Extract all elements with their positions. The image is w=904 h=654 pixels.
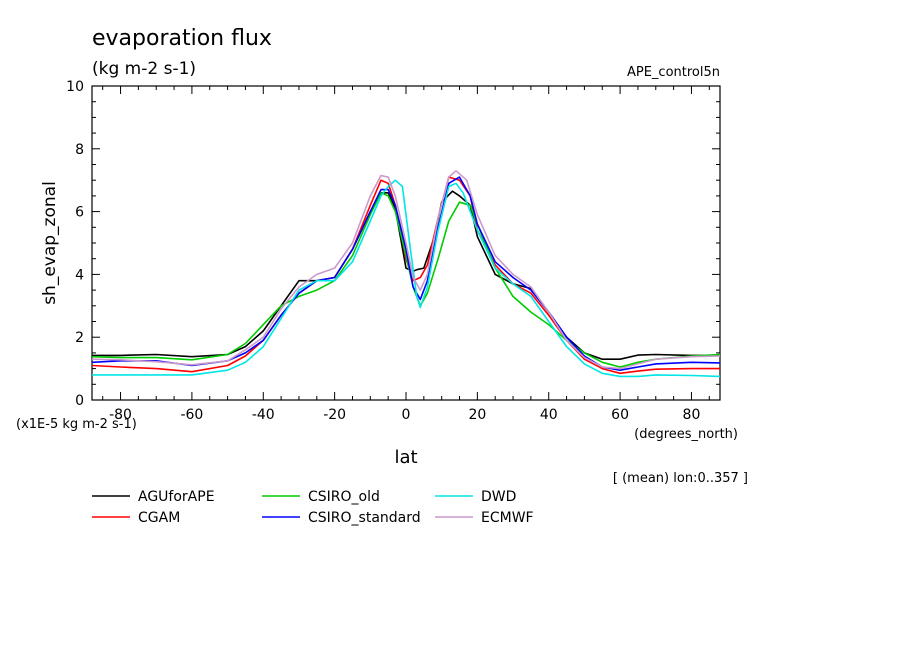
x-axis-label: lat: [394, 447, 417, 468]
series-line-ecmwf: [91, 170, 721, 370]
legend-label: ECMWF: [481, 510, 534, 526]
x-tick-label: 60: [611, 407, 629, 423]
chart-title: evaporation flux: [92, 26, 272, 51]
legend-label: CGAM: [138, 510, 180, 526]
legend-entry-csiro-standard: CSIRO_standard: [262, 510, 421, 526]
y-tick-label: 10: [66, 79, 84, 95]
y-tick-label: 6: [75, 205, 84, 221]
y-tick-label: 0: [75, 393, 84, 409]
y-tick-label: 2: [75, 330, 84, 346]
legend-entry-csiro-old: CSIRO_old: [262, 489, 380, 505]
mean-note: [ (mean) lon:0..357 ]: [613, 471, 748, 486]
series-line-cgam: [91, 176, 720, 375]
chart-units: (kg m-2 s-1): [92, 59, 196, 79]
x-tick-label: 0: [402, 407, 411, 423]
legend-label: DWD: [481, 489, 516, 505]
x-tick-label: 20: [468, 407, 486, 423]
x-tick-label: 80: [683, 407, 701, 423]
y-axis-label: sh_evap_zonal: [40, 181, 60, 305]
legend-label: AGUforAPE: [138, 489, 215, 505]
run-label: APE_control5n: [627, 65, 720, 80]
x-tick-label: -20: [323, 407, 346, 423]
x-units-label: (degrees_north): [634, 427, 738, 442]
legend-label: CSIRO_standard: [308, 510, 421, 526]
y-tick-label: 8: [75, 142, 84, 158]
x-tick-label: -60: [180, 407, 203, 423]
axes: -80 -60 -40 -20 0 20 40 60 80 0 2 4 6 8 10: [66, 79, 721, 423]
legend-entry-cgam: CGAM: [92, 510, 180, 526]
x-tick-label: -40: [252, 407, 275, 423]
x-tick-label: 40: [540, 407, 558, 423]
series-line-csiro-standard: [91, 176, 721, 371]
legend-entry-ecmwf: ECMWF: [435, 510, 534, 526]
series-line-dwd: [92, 179, 721, 378]
legend-entry-dwd: DWD: [435, 489, 516, 505]
legend: AGUforAPE CGAM CSIRO_old CSIRO_standard DWD E…: [92, 489, 534, 526]
y-scale-note: (x1E-5 kg m-2 s-1): [16, 417, 137, 432]
x-tick-label: -80: [109, 407, 132, 423]
legend-entry-aguforape: AGUforAPE: [92, 489, 215, 505]
y-tick-label: 4: [75, 267, 84, 283]
series-lines: [91, 170, 721, 378]
legend-label: CSIRO_old: [308, 489, 380, 505]
